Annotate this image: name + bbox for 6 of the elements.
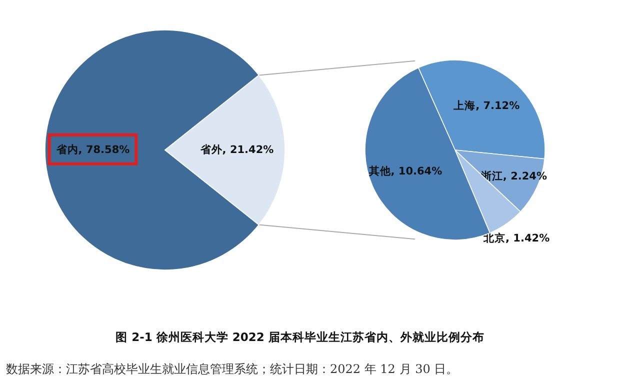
slice-label: 上海, 7.12%: [452, 99, 520, 112]
slice-label: 省外, 21.42%: [199, 142, 274, 156]
source-note: 数据来源：江苏省高校毕业生就业信息管理系统；统计日期：2022 年 12 月 30 日。: [6, 362, 458, 376]
slice-label: 省内, 78.58%: [55, 142, 130, 156]
slice-label: 其他, 10.64%: [368, 164, 443, 178]
text: 图 2-1 徐州医科大学 2022 届本科毕业生江苏省内、外就业比例分布: [116, 330, 484, 344]
